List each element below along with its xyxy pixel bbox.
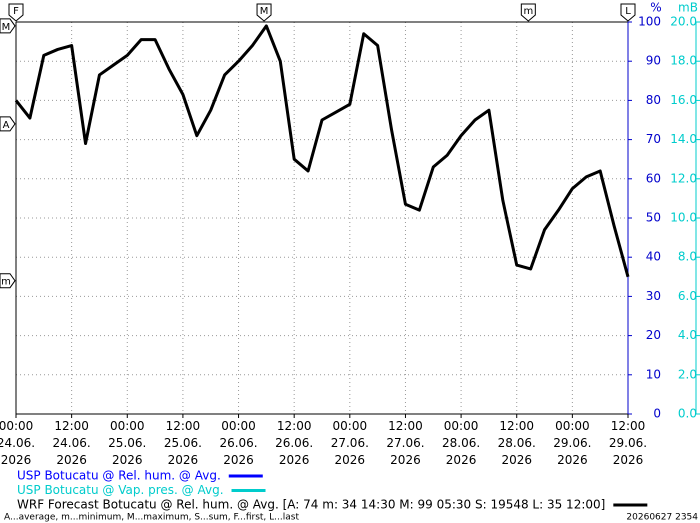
marker: [8, 3, 24, 22]
marker-label: m: [1, 277, 11, 288]
y2-tick-label: 2.0: [678, 367, 697, 381]
x-tick-label: 12:00 29.06. 2026: [608, 419, 648, 467]
marker: [256, 3, 272, 22]
x-tick-label: 00:00 24.06. 2026: [0, 419, 36, 467]
x-tick-label: 12:00 28.06. 2026: [497, 419, 536, 467]
y2-tick-label: 12.0: [670, 171, 697, 185]
marker: [620, 3, 636, 22]
y2-tick-label: 10.0: [670, 211, 697, 225]
y2-tick-label: 20.0: [670, 15, 697, 29]
y-tick-label: 30: [646, 289, 661, 303]
y2-tick-label: 4.0: [678, 328, 697, 342]
x-tick-label: 00:00 29.06. 2026: [553, 419, 592, 467]
x-tick-label: 00:00 26.06. 2026: [219, 419, 258, 467]
marker: [0, 116, 16, 132]
marker-label: m: [523, 6, 533, 17]
y-tick-label: 70: [646, 132, 661, 146]
y-tick-label: 10: [646, 367, 661, 381]
x-tick-label: 12:00 26.06. 2026: [275, 419, 314, 467]
series-line: [14, 24, 630, 278]
marker-label: M: [2, 22, 11, 33]
marker: [0, 273, 16, 289]
stamp: 20260627 2354: [626, 513, 698, 523]
x-tick-label: 12:00 27.06. 2026: [386, 419, 425, 467]
y-tick-label: 80: [646, 93, 661, 107]
x-tick-label: 12:00 25.06. 2026: [163, 419, 202, 467]
x-tick-label: 00:00 28.06. 2026: [441, 419, 481, 467]
y-tick-label: 60: [646, 171, 661, 185]
y2-tick-label: 6.0: [678, 289, 697, 303]
marker: [0, 18, 16, 34]
legend-label: USP Botucatu @ Rel. hum. @ Avg.: [17, 469, 221, 483]
y2-tick-label: 0.0: [678, 407, 697, 421]
x-tick-label: 12:00 24.06. 2026: [52, 419, 91, 467]
marker: [520, 3, 536, 22]
x-tick-label: 00:00 27.06. 2026: [330, 419, 369, 467]
y2-tick-label: 16.0: [670, 93, 697, 107]
y2-axis-label: mB: [678, 1, 698, 15]
legend-label: USP Botucatu @ Vap. pres. @ Avg.: [17, 483, 224, 497]
marker-label: M: [260, 6, 269, 17]
y-tick-label: 40: [646, 250, 661, 264]
y-tick-label: 50: [646, 211, 661, 225]
marker-label: L: [625, 6, 631, 17]
x-tick-label: 00:00 25.06. 2026: [108, 419, 147, 467]
y-tick-label: 20: [646, 328, 661, 342]
marker-label: F: [13, 6, 19, 17]
y-tick-label: 100: [638, 15, 661, 29]
y-axis-label: %: [650, 1, 661, 15]
y-tick-label: 90: [646, 54, 661, 68]
y-tick-label: 0: [653, 407, 661, 421]
marker-label: A: [3, 120, 10, 131]
y2-tick-label: 18.0: [670, 54, 697, 68]
footnote: A...average, m...minimum, M...maximum, S…: [4, 513, 299, 523]
legend-label: WRF Forecast Botucatu @ Rel. hum. @ Avg.…: [17, 498, 605, 512]
y2-tick-label: 14.0: [670, 132, 697, 146]
y2-tick-label: 8.0: [678, 250, 697, 264]
